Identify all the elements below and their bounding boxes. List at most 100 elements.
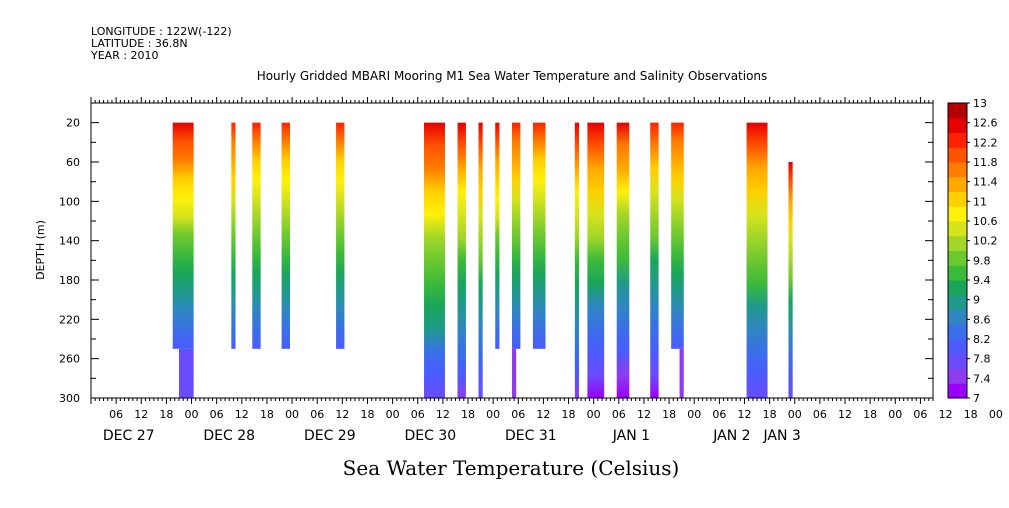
colorbar-tick-label: 7 — [973, 392, 980, 405]
y-axis-label: DEPTH (m) — [34, 220, 47, 280]
colorbar-cell — [948, 103, 967, 119]
colorbar-tick-label: 7.8 — [973, 353, 991, 366]
colorbar-tick-label: 9.4 — [973, 274, 991, 287]
colorbar-cell — [948, 265, 967, 281]
colorbar-cell — [948, 235, 967, 251]
colorbar-cell — [948, 294, 967, 310]
data-column — [679, 348, 684, 398]
x-hour-tick-label: 18 — [461, 408, 475, 421]
colorbar-cell — [948, 221, 967, 237]
data-column — [231, 122, 236, 349]
x-hour-tick-label: 12 — [335, 408, 349, 421]
x-hour-tick-label: 12 — [235, 408, 249, 421]
data-column — [512, 122, 521, 349]
x-day-label: DEC 31 — [505, 428, 557, 444]
x-hour-tick-label: 18 — [662, 408, 676, 421]
data-column — [671, 122, 684, 349]
x-hour-tick-label: 06 — [411, 408, 425, 421]
x-hour-tick-label: 06 — [511, 408, 525, 421]
x-hour-tick-label: 06 — [612, 408, 626, 421]
y-tick-label: 60 — [66, 156, 80, 169]
x-hour-tick-label: 18 — [260, 408, 274, 421]
data-column — [178, 348, 194, 398]
colorbar-cell — [948, 383, 967, 399]
colorbar-cell — [948, 368, 967, 384]
data-columns — [172, 122, 793, 399]
colorbar-tick-label: 9 — [973, 294, 980, 307]
y-tick-label: 180 — [59, 274, 80, 287]
colorbar-cell — [948, 132, 967, 148]
colorbar-tick-label: 12.6 — [973, 117, 998, 130]
data-column — [616, 122, 630, 399]
plot-frame — [90, 102, 934, 399]
data-column — [478, 122, 483, 399]
data-column — [532, 122, 546, 349]
data-column — [252, 122, 261, 349]
x-hour-tick-label: 18 — [562, 408, 576, 421]
x-hour-tick-label: 00 — [989, 408, 1003, 421]
colorbar-tick-label: 10.6 — [973, 215, 998, 228]
colorbar-tick-label: 11.4 — [973, 176, 998, 189]
data-column — [172, 122, 194, 349]
x-hour-tick-label: 00 — [486, 408, 500, 421]
y-tick-label: 300 — [59, 392, 80, 405]
data-column — [495, 122, 500, 349]
x-hour-tick-label: 00 — [285, 408, 299, 421]
x-hour-tick-label: 12 — [436, 408, 450, 421]
longitude-label: LONGITUDE : 122W(-122) — [91, 25, 232, 38]
x-hour-tick-label: 12 — [939, 408, 953, 421]
x-hour-tick-label: 00 — [587, 408, 601, 421]
colorbar-tick-label: 8.6 — [973, 313, 991, 326]
x-hour-tick-label: 12 — [134, 408, 148, 421]
colorbar-tick-label: 11.8 — [973, 156, 998, 169]
colorbar-cell — [948, 191, 967, 207]
x-day-label: JAN 3 — [763, 428, 801, 444]
data-column — [574, 122, 580, 399]
colorbar-cell — [948, 353, 967, 369]
x-day-label: DEC 30 — [404, 428, 456, 444]
colorbar-frame — [947, 102, 968, 399]
colorbar-tick-label: 11 — [973, 195, 987, 208]
colorbar-tick-label: 13 — [973, 97, 987, 110]
x-hour-tick-label: 18 — [964, 408, 978, 421]
colorbar-cell — [948, 176, 967, 192]
x-day-label: DEC 29 — [304, 428, 356, 444]
colorbar-tick-label: 12.2 — [973, 136, 998, 149]
x-hour-tick-label: 00 — [687, 408, 701, 421]
colorbar-cell — [948, 339, 967, 355]
x-hour-tick-label: 06 — [712, 408, 726, 421]
x-day-label: DEC 27 — [103, 428, 155, 444]
colorbar: 13 12.6 12.2 11.8 11.4 11 10.6 10.2 9.8 9.4 9 8.6 8.… — [947, 97, 998, 405]
x-hour-tick-label: 12 — [737, 408, 751, 421]
x-hour-tick-label: 06 — [310, 408, 324, 421]
colorbar-cell — [948, 280, 967, 296]
chart-title: Hourly Gridded MBARI Mooring M1 Sea Wate… — [257, 69, 768, 83]
x-hour-tick-label: 06 — [813, 408, 827, 421]
data-column — [424, 122, 445, 399]
colorbar-tick-label: 10.2 — [973, 235, 998, 248]
x-hour-tick-label: 12 — [637, 408, 651, 421]
y-tick-label: 220 — [59, 313, 80, 326]
data-column — [650, 122, 659, 399]
x-hour-tick-label: 12 — [838, 408, 852, 421]
colorbar-cell — [948, 147, 967, 163]
latitude-label: LATITUDE : 36.8N — [91, 37, 188, 50]
x-hour-tick-label: 18 — [863, 408, 877, 421]
colorbar-cell — [948, 117, 967, 133]
data-column — [457, 122, 466, 399]
data-column — [512, 348, 517, 398]
x-day-label: DEC 28 — [203, 428, 255, 444]
x-hour-tick-label: 06 — [913, 408, 927, 421]
x-hour-tick-label: 12 — [536, 408, 550, 421]
x-day-label: JAN 2 — [712, 428, 750, 444]
y-tick-label: 260 — [59, 353, 80, 366]
x-hour-tick-label: 18 — [360, 408, 374, 421]
colorbar-tick-label: 7.4 — [973, 372, 991, 385]
data-column — [336, 122, 345, 349]
year-label: YEAR : 2010 — [90, 49, 159, 62]
y-tick-label: 100 — [59, 195, 80, 208]
data-column — [746, 122, 768, 399]
data-column — [587, 122, 605, 399]
